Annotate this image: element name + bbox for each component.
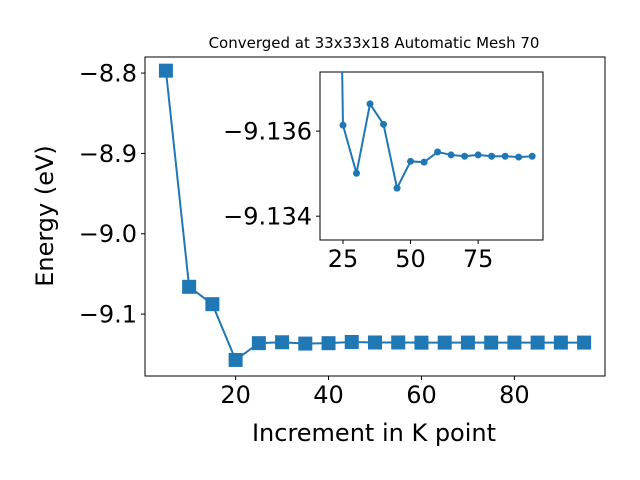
marker: [437, 335, 452, 350]
marker: [251, 336, 266, 351]
x-tick-label: 20: [220, 381, 251, 409]
marker: [474, 151, 482, 159]
marker: [393, 184, 401, 192]
plot-group: [158, 63, 592, 367]
x-tick-label: 80: [499, 381, 530, 409]
line: [341, 72, 533, 192]
marker: [366, 100, 374, 108]
x-tick-label: 75: [463, 245, 494, 273]
x-tick-label: 60: [406, 381, 437, 409]
x-tick-label: 25: [328, 245, 359, 273]
marker: [344, 334, 359, 349]
marker: [228, 352, 243, 367]
marker: [447, 151, 455, 159]
marker: [461, 152, 469, 160]
y-tick-label: −9.1: [79, 301, 137, 329]
marker: [434, 148, 442, 156]
marker: [484, 335, 499, 350]
x-tick-label: 40: [313, 381, 344, 409]
marker: [577, 335, 592, 350]
y-axis-label: Energy (eV): [31, 145, 59, 287]
marker: [391, 335, 406, 350]
marker: [515, 153, 523, 161]
marker: [420, 158, 428, 166]
marker: [158, 63, 173, 78]
plot-group: [339, 72, 536, 192]
marker: [352, 169, 360, 177]
marker: [553, 335, 568, 350]
marker: [368, 335, 382, 350]
marker: [460, 335, 475, 350]
marker: [275, 335, 290, 350]
marker: [501, 152, 509, 160]
x-tick-label: 50: [395, 245, 426, 273]
marker: [182, 279, 197, 294]
marker: [339, 121, 347, 129]
marker: [488, 152, 496, 160]
y-tick-label: −8.9: [79, 140, 137, 168]
y-tick-label: −8.8: [79, 59, 137, 87]
y-tick-label: −9.134: [223, 203, 312, 231]
marker: [530, 335, 545, 350]
marker: [407, 157, 415, 165]
chart-title: Converged at 33x33x18 Automatic Mesh 70: [209, 34, 540, 52]
y-tick-label: −9.0: [79, 220, 137, 248]
marker: [507, 335, 522, 350]
marker: [414, 335, 429, 350]
marker: [380, 120, 388, 128]
marker: [321, 336, 336, 351]
marker: [205, 297, 220, 312]
marker: [298, 336, 313, 351]
x-axis-label: Increment in K point: [252, 419, 496, 447]
marker: [528, 152, 536, 160]
y-tick-label: −9.136: [223, 118, 312, 146]
